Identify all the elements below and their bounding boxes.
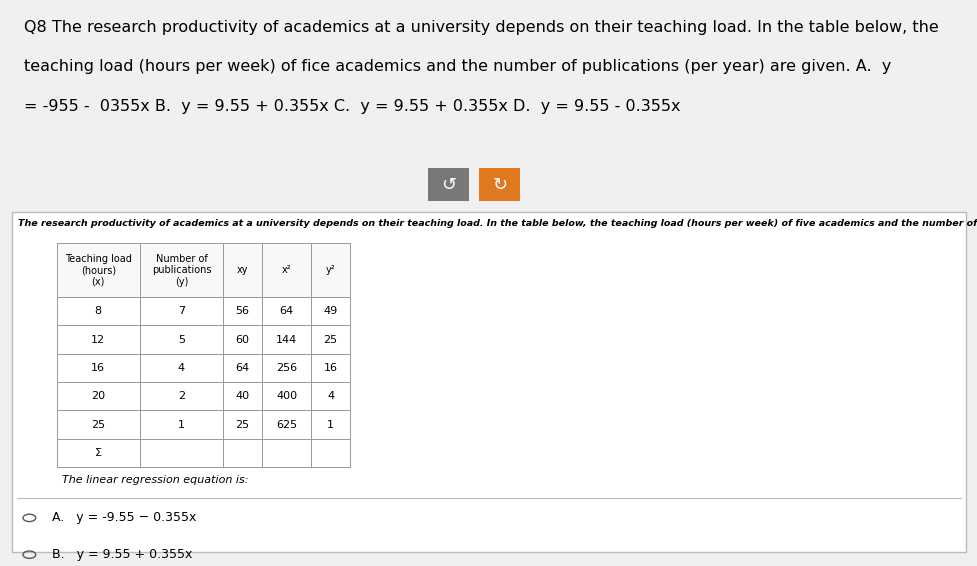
Text: xy: xy <box>236 265 248 275</box>
Text: 1: 1 <box>326 419 334 430</box>
Text: x²: x² <box>281 265 291 275</box>
Text: 8: 8 <box>95 306 102 316</box>
Text: The research productivity of academics at a university depends on their teaching: The research productivity of academics a… <box>18 219 977 228</box>
Text: 25: 25 <box>323 335 337 345</box>
Text: 1: 1 <box>178 419 185 430</box>
Text: y²: y² <box>325 265 335 275</box>
Text: = -955 -  0355x B.  y = 9.55 + 0.355x C.  y = 9.55 + 0.355x D.  y = 9.55 - 0.355: = -955 - 0355x B. y = 9.55 + 0.355x C. y… <box>24 99 680 114</box>
Text: 4: 4 <box>178 363 185 373</box>
Text: 40: 40 <box>235 391 249 401</box>
Text: A.   y = -9.55 − 0.355x: A. y = -9.55 − 0.355x <box>44 512 196 524</box>
Text: 625: 625 <box>276 419 297 430</box>
Text: 60: 60 <box>235 335 249 345</box>
Text: 400: 400 <box>276 391 297 401</box>
Text: 16: 16 <box>91 363 106 373</box>
Text: 256: 256 <box>276 363 297 373</box>
Text: 7: 7 <box>178 306 185 316</box>
Text: 20: 20 <box>91 391 106 401</box>
Text: 5: 5 <box>178 335 185 345</box>
Text: B.   y = 9.55 + 0.355x: B. y = 9.55 + 0.355x <box>44 548 192 561</box>
Text: 25: 25 <box>235 419 249 430</box>
Text: The linear regression equation is:: The linear regression equation is: <box>62 475 248 486</box>
Text: teaching load (hours per week) of fice academics and the number of publications : teaching load (hours per week) of fice a… <box>24 59 891 75</box>
Text: 12: 12 <box>91 335 106 345</box>
Text: 2: 2 <box>178 391 185 401</box>
Text: Q8 The research productivity of academics at a university depends on their teach: Q8 The research productivity of academic… <box>24 20 938 35</box>
Text: 56: 56 <box>235 306 249 316</box>
Text: Number of
publications
(y): Number of publications (y) <box>151 254 211 287</box>
Text: 144: 144 <box>276 335 297 345</box>
Text: 4: 4 <box>326 391 334 401</box>
Text: Σ: Σ <box>95 448 102 458</box>
Text: ↺: ↺ <box>441 175 456 194</box>
Text: 25: 25 <box>91 419 106 430</box>
Text: ↻: ↻ <box>491 175 507 194</box>
Text: 64: 64 <box>235 363 249 373</box>
Text: Teaching load
(hours)
(x): Teaching load (hours) (x) <box>64 254 132 287</box>
Text: 64: 64 <box>279 306 293 316</box>
Text: 49: 49 <box>323 306 337 316</box>
Text: 16: 16 <box>323 363 337 373</box>
